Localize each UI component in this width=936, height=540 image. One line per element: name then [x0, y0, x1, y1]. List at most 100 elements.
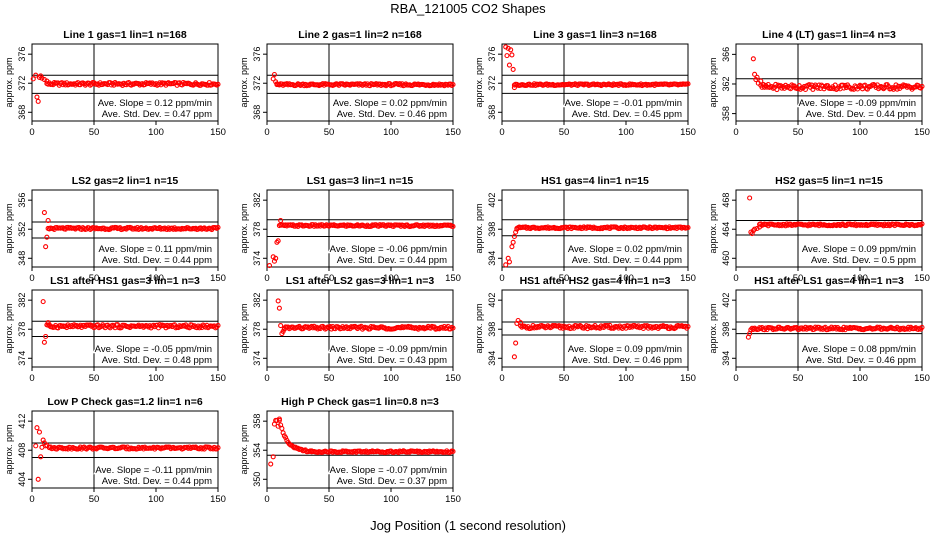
- panel-title: LS1 gas=3 lin=1 n=15: [307, 175, 414, 187]
- x-tick-label: 100: [852, 273, 868, 284]
- y-tick-label: 382: [252, 293, 262, 308]
- plot-frame: [735, 189, 923, 268]
- data-point: [760, 82, 766, 88]
- panel-10: LS1 after LS2 gas=3 lin=1 n=3 0 50 100 150 37…: [239, 275, 461, 384]
- data-point: [503, 262, 509, 268]
- panel-13: Low P Check gas=1.2 lin=1 n=6 0 50 100 150 40…: [4, 396, 226, 505]
- y-axis-label: approx. ppm: [474, 303, 484, 353]
- x-tick-label: 50: [559, 127, 570, 138]
- data-point: [750, 56, 756, 62]
- data-point: [273, 255, 279, 261]
- y-tick-label: 378: [252, 322, 262, 337]
- x-tick-label: 0: [499, 373, 504, 384]
- y-tick-label: 374: [252, 251, 262, 266]
- data-point: [215, 81, 221, 87]
- y-axis-label: approx. ppm: [708, 57, 718, 107]
- y-tick-label: 464: [721, 222, 731, 237]
- data-point: [33, 72, 39, 78]
- x-tick-label: 100: [148, 273, 164, 284]
- std-annotation: Ave. Std. Dev. = 0.45 ppm: [572, 109, 682, 120]
- data-point: [34, 94, 40, 100]
- slope-annotation: Ave. Slope = 0.09 ppm/min: [802, 244, 916, 255]
- data-point: [841, 85, 847, 91]
- x-tick-label: 150: [445, 273, 461, 284]
- y-tick-label: 404: [17, 472, 27, 487]
- x-tick-label: 50: [89, 273, 100, 284]
- std-annotation: Ave. Std. Dev. = 0.44 ppm: [102, 476, 212, 487]
- data-point: [881, 86, 887, 92]
- panel-12: HS1 after LS1 gas=4 lin=1 n=3 0 50 100 150 39…: [708, 275, 930, 384]
- x-tick-label: 0: [733, 127, 738, 138]
- x-tick-label: 150: [445, 127, 461, 138]
- data-point: [450, 82, 456, 88]
- plot-frame: [31, 189, 219, 268]
- data-point: [215, 322, 221, 329]
- figure-xlabel: Jog Position (1 second resolution): [370, 518, 566, 533]
- x-tick-label: 50: [793, 273, 804, 284]
- panel-title: Line 3 gas=1 lin=3 n=168: [533, 29, 657, 41]
- data-point: [278, 217, 284, 224]
- y-tick-label: 352: [17, 222, 27, 237]
- std-annotation: Ave. Std. Dev. = 0.46 ppm: [806, 355, 916, 366]
- x-tick-label: 0: [29, 373, 34, 384]
- data-point: [510, 66, 516, 72]
- x-tick-label: 150: [210, 127, 226, 138]
- y-tick-label: 412: [17, 414, 27, 429]
- x-tick-label: 100: [852, 127, 868, 138]
- data-point: [275, 298, 281, 304]
- data-point: [275, 238, 281, 244]
- figure-title: RBA_121005 CO2 Shapes: [390, 1, 546, 16]
- x-tick-label: 50: [89, 127, 100, 138]
- std-annotation: Ave. Std. Dev. = 0.44 ppm: [337, 255, 447, 266]
- slope-annotation: Ave. Slope = -0.06 ppm/min: [330, 244, 447, 255]
- panel-6: LS1 gas=3 lin=1 n=15 0 50 100 150 374 378 382ap…: [239, 175, 461, 284]
- data-point: [509, 244, 515, 250]
- data-point: [504, 53, 510, 59]
- panel-8: HS2 gas=5 lin=1 n=15 0 50 100 150 460 464 468ap…: [708, 175, 930, 284]
- x-tick-label: 50: [793, 373, 804, 384]
- data-points: [275, 298, 456, 337]
- data-point: [513, 340, 519, 346]
- x-tick-label: 150: [210, 494, 226, 505]
- data-point: [40, 299, 46, 305]
- data-points: [503, 224, 691, 268]
- y-axis-label: approx. ppm: [4, 203, 14, 253]
- x-tick-label: 50: [89, 494, 100, 505]
- y-tick-label: 372: [252, 76, 262, 91]
- panel-14: High P Check gas=1 lin=0.8 n=3 0 50 100 150 3…: [239, 396, 461, 505]
- data-point: [115, 322, 121, 328]
- y-tick-label: 382: [17, 293, 27, 308]
- y-tick-label: 398: [487, 322, 497, 337]
- x-tick-label: 150: [680, 273, 696, 284]
- std-annotation: Ave. Std. Dev. = 0.43 ppm: [337, 355, 447, 366]
- x-tick-label: 150: [445, 494, 461, 505]
- x-tick-label: 0: [264, 273, 269, 284]
- data-points: [40, 299, 221, 345]
- panel-title: HS1 gas=4 lin=1 n=15: [541, 175, 649, 187]
- x-tick-label: 150: [210, 273, 226, 284]
- data-point: [518, 320, 524, 326]
- slope-annotation: Ave. Slope = 0.12 ppm/min: [98, 98, 212, 109]
- panel-title: Line 1 gas=1 lin=1 n=168: [63, 29, 187, 41]
- x-tick-label: 0: [264, 373, 269, 384]
- panel-title: LS1 after HS1 gas=3 lin=1 n=3: [50, 275, 200, 287]
- data-point: [266, 262, 273, 269]
- data-point: [778, 83, 784, 89]
- data-point: [35, 98, 41, 104]
- data-point: [806, 82, 812, 88]
- y-tick-label: 354: [252, 443, 262, 458]
- data-point: [283, 434, 289, 441]
- x-tick-label: 150: [914, 373, 930, 384]
- data-point: [810, 86, 816, 92]
- std-annotation: Ave. Std. Dev. = 0.47 ppm: [102, 109, 212, 120]
- y-tick-label: 402: [721, 293, 731, 308]
- data-point: [270, 76, 276, 82]
- x-tick-label: 150: [914, 273, 930, 284]
- y-tick-label: 378: [252, 222, 262, 237]
- y-axis-label: approx. ppm: [708, 203, 718, 253]
- data-point: [915, 326, 921, 332]
- y-axis-label: approx. ppm: [708, 303, 718, 353]
- slope-annotation: Ave. Slope = -0.01 ppm/min: [565, 98, 682, 109]
- y-tick-label: 356: [17, 193, 27, 208]
- data-points: [33, 425, 221, 482]
